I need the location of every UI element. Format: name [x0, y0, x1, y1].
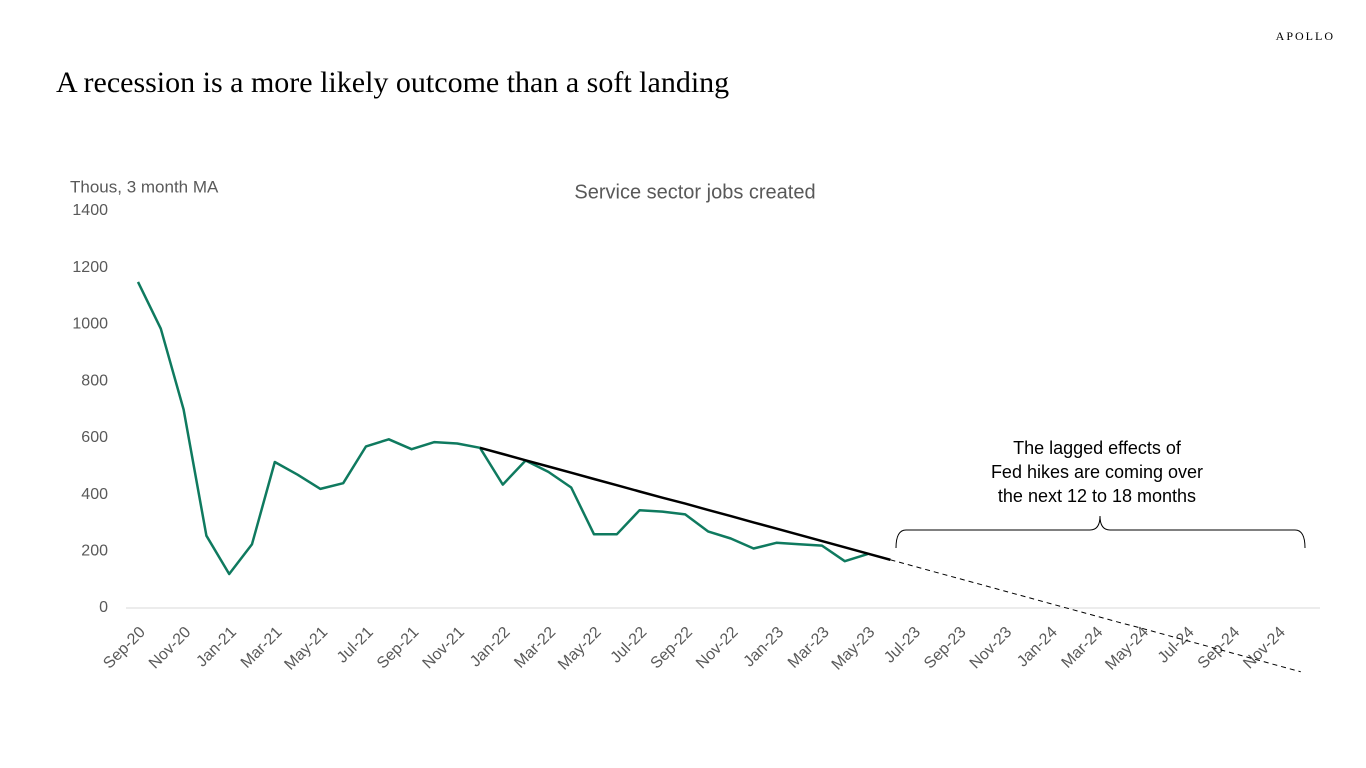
x-tick-label: Jan-22	[467, 624, 514, 671]
series-line	[890, 559, 1301, 673]
x-tick-label: Jul-23	[881, 624, 924, 667]
x-tick-label: Sep-22	[648, 624, 697, 673]
x-tick-label: Sep-24	[1195, 624, 1244, 673]
x-tick-label: Mar-23	[785, 624, 833, 672]
y-tick-label: 1000	[72, 316, 108, 333]
y-axis-label: Thous, 3 month MA	[70, 177, 219, 196]
y-tick-label: 800	[81, 372, 108, 389]
x-tick-label: Nov-23	[967, 624, 1016, 673]
y-tick-label: 1400	[72, 202, 108, 219]
chart-title: Service sector jobs created	[574, 181, 815, 203]
annotation: Fed hikes are coming over	[991, 462, 1203, 482]
x-tick-label: Jan-21	[193, 624, 240, 671]
x-tick-label: May-21	[281, 624, 331, 674]
series-line	[479, 446, 891, 562]
x-tick-label: Jul-21	[334, 624, 377, 667]
x-tick-label: May-22	[555, 624, 605, 674]
y-tick-label: 0	[99, 599, 108, 616]
y-tick-label: 1200	[72, 259, 108, 276]
annotation: the next 12 to 18 months	[998, 486, 1196, 506]
annotation: The lagged effects of	[1013, 438, 1182, 458]
brace	[895, 515, 1306, 549]
x-tick-label: Nov-22	[693, 624, 742, 673]
x-tick-label: Sep-23	[921, 624, 970, 673]
x-tick-label: Nov-20	[146, 624, 195, 673]
x-tick-label: May-23	[829, 624, 879, 674]
series-line	[136, 281, 868, 576]
x-tick-label: Nov-24	[1240, 624, 1289, 673]
x-tick-label: Mar-24	[1059, 624, 1107, 672]
x-tick-label: Nov-21	[420, 624, 469, 673]
y-tick-label: 400	[81, 486, 108, 503]
x-tick-label: Mar-21	[238, 624, 286, 672]
y-tick-label: 600	[81, 429, 108, 446]
x-tick-label: Mar-22	[511, 624, 559, 672]
x-tick-label: Sep-20	[100, 624, 149, 673]
x-tick-label: Jul-22	[608, 624, 651, 667]
headline: A recession is a more likely outcome tha…	[56, 66, 729, 99]
y-tick-label: 200	[81, 543, 108, 560]
x-tick-label: Jan-23	[741, 624, 788, 671]
x-tick-label: Sep-21	[374, 624, 423, 673]
x-tick-label: May-24	[1102, 624, 1152, 674]
x-tick-label: Jul-24	[1155, 624, 1198, 667]
x-tick-label: Jan-24	[1014, 624, 1061, 671]
brand: APOLLO	[1276, 29, 1335, 43]
